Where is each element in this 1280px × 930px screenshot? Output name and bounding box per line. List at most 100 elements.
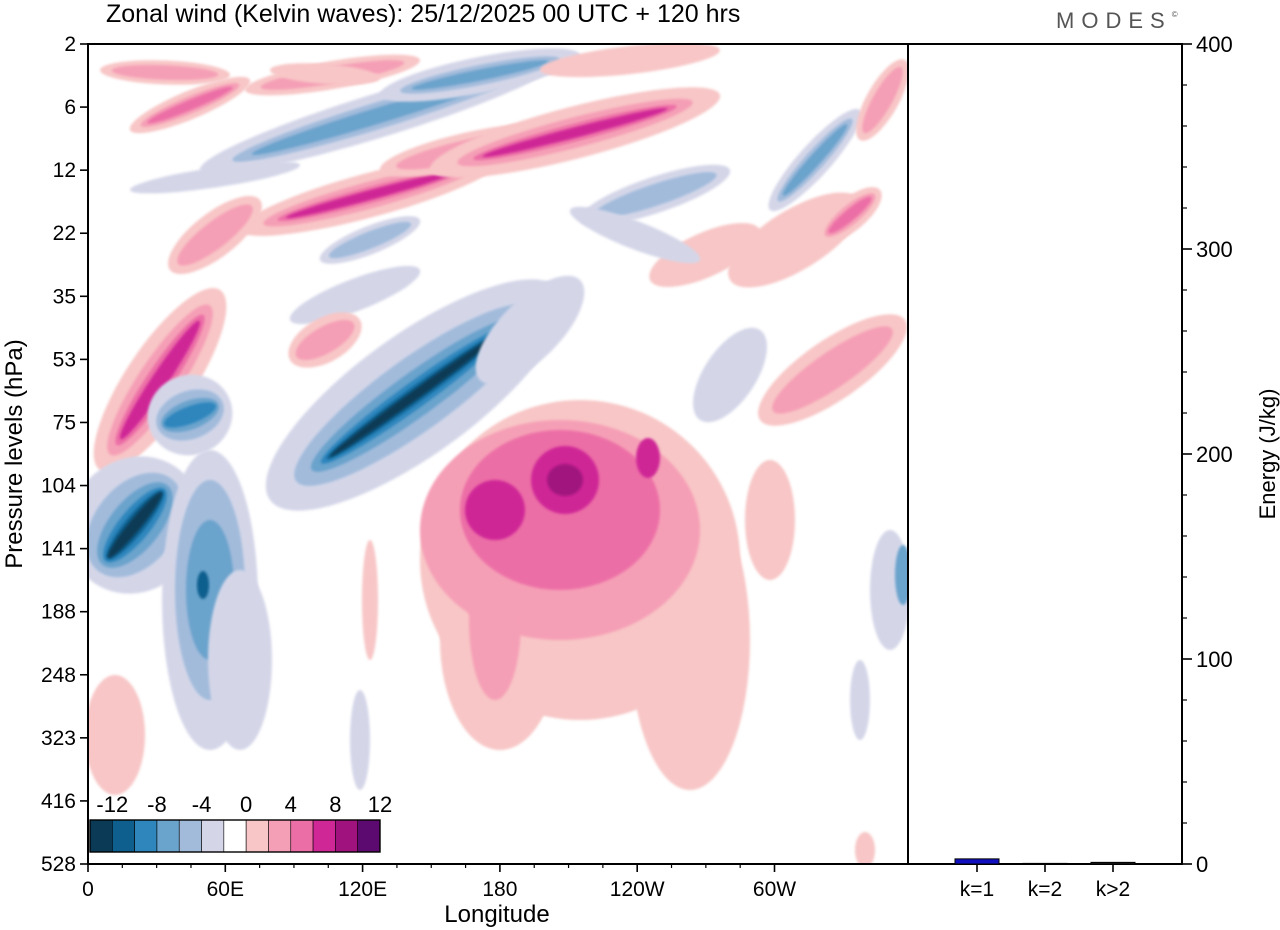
x-tick-label: 120E <box>338 878 387 901</box>
contour-region <box>111 65 219 80</box>
contour-region <box>328 221 412 259</box>
y-tick-label: 528 <box>41 853 76 876</box>
colorbar-swatch <box>112 819 135 853</box>
energy-tick-label: 300 <box>1196 237 1233 262</box>
contour-region <box>177 204 253 266</box>
contour-region <box>129 161 301 194</box>
chart-title: Zonal wind (Kelvin waves): 25/12/2025 00… <box>106 0 741 28</box>
contour-region <box>295 319 355 361</box>
y-axis-label: Pressure levels (hPa) <box>1 339 28 568</box>
x-tick-label: 0 <box>82 878 94 901</box>
energy-tick-label: 0 <box>1196 852 1208 877</box>
contour-region <box>636 438 660 478</box>
energy-axis: 0 100 200 300 400 <box>1182 32 1233 877</box>
contour-region <box>469 540 521 700</box>
x-tick-label: 120W <box>610 878 665 901</box>
x-axis: 0 60E 120E 180 120W 60W <box>82 864 796 901</box>
energy-bar <box>1090 861 1136 865</box>
colorbar-swatch <box>245 819 269 853</box>
colorbar-swatch <box>312 819 336 853</box>
contour-region <box>362 540 378 660</box>
contour-region <box>862 66 903 134</box>
colorbar-label: -4 <box>192 792 212 817</box>
brand-mark: © <box>1171 10 1178 19</box>
contour-region <box>330 333 500 457</box>
colorbar-label: 12 <box>368 792 392 817</box>
brand-name: MODES <box>1056 8 1172 33</box>
x-axis-label: Longitude <box>444 901 549 928</box>
y-tick-label: 75 <box>53 411 76 434</box>
colorbar-swatch <box>89 819 113 853</box>
contour-region <box>465 480 525 540</box>
contour-region <box>855 832 875 864</box>
energy-panel-frame <box>907 43 1183 865</box>
colorbar-swatch <box>134 819 158 853</box>
y-tick-label: 104 <box>41 475 76 498</box>
colorbar-swatch <box>335 819 358 853</box>
contour-region <box>782 124 848 196</box>
y-tick-label: 53 <box>53 348 76 371</box>
contour-region <box>547 464 583 496</box>
y-tick-label: 323 <box>41 727 76 750</box>
contour-region <box>828 196 872 234</box>
x-tick-label: 60E <box>207 878 244 901</box>
y-tick-label: 141 <box>41 538 76 561</box>
y-tick-label: 188 <box>41 601 76 624</box>
y-tick-label: 12 <box>53 159 76 182</box>
contour-region <box>569 206 701 264</box>
colorbar-swatch <box>357 819 381 853</box>
energy-bar <box>954 858 1000 865</box>
y-axis: 2 6 12 22 35 53 75 104 141 188 248 323 416 528 <box>41 33 88 876</box>
contour-region <box>147 86 233 124</box>
y-tick-label: 35 <box>53 285 76 308</box>
colorbar-frame <box>89 819 381 853</box>
colorbar-label: -12 <box>96 792 128 817</box>
colorbar-swatch <box>268 819 292 853</box>
contour-region <box>350 690 370 790</box>
colorbar-label: 8 <box>329 792 341 817</box>
colorbar-label: -8 <box>147 792 167 817</box>
contour-region <box>411 60 549 90</box>
contour-region <box>475 275 585 385</box>
contour-region <box>745 460 795 580</box>
contour-region <box>482 108 668 157</box>
contour-region <box>693 327 767 423</box>
contour-region <box>593 172 717 218</box>
y-tick-label: 2 <box>64 33 76 56</box>
y-tick-label: 22 <box>53 222 76 245</box>
contour-region <box>289 265 421 325</box>
brand-logo: MODES© <box>1056 8 1178 34</box>
energy-tick-label: 100 <box>1196 647 1233 672</box>
contour-region <box>895 545 908 605</box>
contour-region <box>772 326 893 414</box>
contour-region <box>649 222 761 288</box>
colorbar-swatch <box>156 819 180 853</box>
contour-region <box>850 660 870 740</box>
energy-category-label: k=2 <box>1028 878 1062 901</box>
x-tick-label: 60W <box>753 878 796 901</box>
contour-region <box>285 171 455 219</box>
colorbar-swatch <box>290 819 314 853</box>
contour-region <box>208 570 272 750</box>
energy-axis-label: Energy (J/kg) <box>1255 389 1280 520</box>
colorbar-label: 0 <box>240 792 252 817</box>
energy-category-label: k>2 <box>1096 878 1130 901</box>
energy-tick-label: 200 <box>1196 442 1233 467</box>
colorbar-swatch <box>201 819 225 853</box>
y-tick-label: 6 <box>64 96 76 119</box>
x-tick-label: 180 <box>482 878 517 901</box>
contour-region <box>269 63 381 85</box>
contour-region <box>197 571 209 599</box>
contour-region <box>107 492 163 558</box>
colorbar: -12 -8 -4 0 4 8 12 <box>89 792 392 853</box>
colorbar-label: 4 <box>285 792 297 817</box>
contour-region <box>88 675 145 795</box>
energy-bars: k=1 k=2 k>2 <box>954 858 1136 901</box>
energy-tick-label: 400 <box>1196 32 1233 57</box>
colorbar-swatch <box>223 819 247 853</box>
contour-region <box>163 402 217 428</box>
y-tick-label: 248 <box>41 664 76 687</box>
colorbar-swatch <box>178 819 202 853</box>
contour-region <box>539 44 721 78</box>
contour-region <box>119 320 201 440</box>
